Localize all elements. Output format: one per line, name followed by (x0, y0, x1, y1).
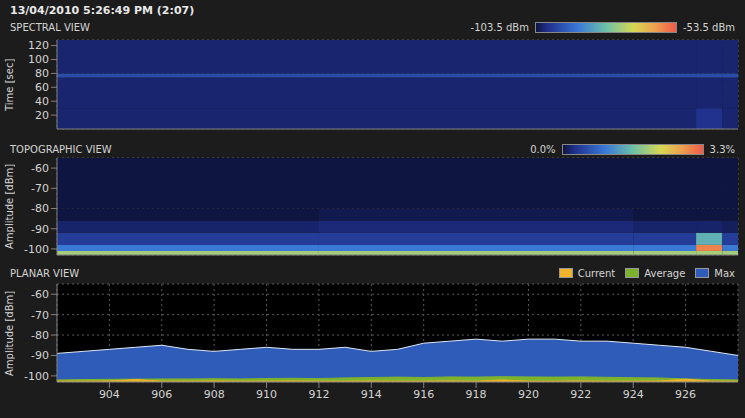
svg-text:-90: -90 (31, 349, 49, 362)
html-text:Amplitude [dBm]: Amplitude [dBm] (4, 163, 15, 250)
svg-text:-60: -60 (31, 162, 49, 175)
svg-text:906: 906 (151, 388, 172, 401)
svg-text:-70: -70 (31, 182, 49, 195)
html-text:TOPOGRAPHIC VIEW: TOPOGRAPHIC VIEW (10, 143, 112, 155)
svg-text:120: 120 (28, 39, 49, 52)
svg-text:-100: -100 (24, 243, 49, 256)
svg-text:-80: -80 (31, 329, 49, 342)
svg-text:20: 20 (35, 109, 49, 122)
svg-text:-100: -100 (24, 370, 49, 383)
svg-text:910: 910 (256, 388, 277, 401)
svg-text:920: 920 (518, 388, 539, 401)
html-text:SPECTRAL VIEW: SPECTRAL VIEW (10, 21, 90, 33)
svg-text:-90: -90 (31, 223, 49, 236)
svg-text:914: 914 (361, 388, 382, 401)
html-text:0.0%: 0.0% (530, 143, 556, 155)
html-text:-53.5 dBm: -53.5 dBm (683, 21, 735, 33)
svg-text:-70: -70 (31, 309, 49, 322)
html-text:3.3%: 3.3% (709, 143, 735, 155)
svg-text:918: 918 (466, 388, 487, 401)
svg-text:80: 80 (35, 67, 49, 80)
html-text:Average: Average (644, 267, 686, 279)
svg-text:-60: -60 (31, 288, 49, 301)
html-text:Amplitude [dBm]: Amplitude [dBm] (4, 290, 15, 376)
html-text:13/04/2010 5:26:49 PM (2:07): 13/04/2010 5:26:49 PM (2:07) (10, 4, 195, 17)
html-text:-103.5 dBm: -103.5 dBm (470, 21, 529, 33)
html-text:PLANAR VIEW: PLANAR VIEW (10, 267, 80, 279)
svg-text:922: 922 (570, 388, 591, 401)
html-text:Current: Current (577, 267, 616, 279)
svg-text:908: 908 (204, 388, 225, 401)
html-text:Max: Max (714, 267, 735, 279)
svg-text:100: 100 (28, 53, 49, 66)
html-text:Time [sec]: Time [sec] (4, 58, 15, 111)
svg-text:912: 912 (308, 388, 329, 401)
svg-text:916: 916 (413, 388, 434, 401)
svg-text:924: 924 (623, 388, 644, 401)
svg-text:926: 926 (675, 388, 696, 401)
svg-text:-80: -80 (31, 202, 49, 215)
svg-text:60: 60 (35, 81, 49, 94)
svg-text:40: 40 (35, 95, 49, 108)
svg-text:904: 904 (99, 388, 120, 401)
